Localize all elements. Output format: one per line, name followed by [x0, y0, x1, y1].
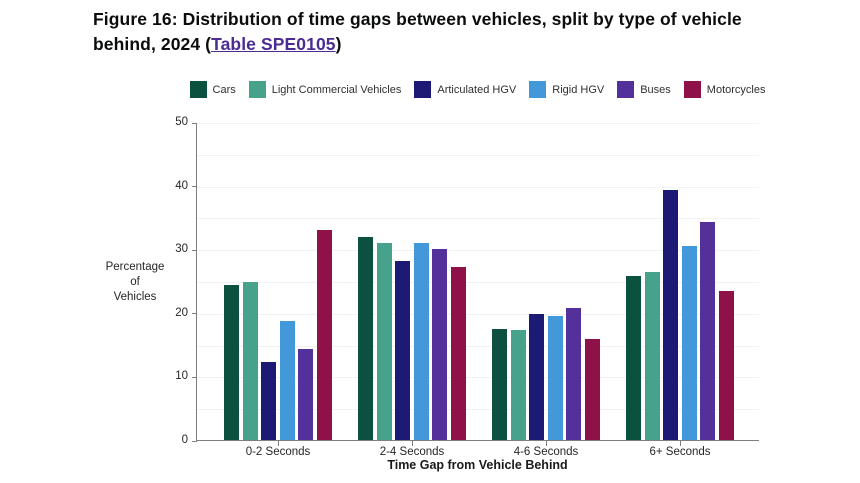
legend-item: Cars [189, 81, 236, 98]
gridline [197, 345, 759, 347]
legend-swatch [414, 81, 432, 98]
bar[interactable] [413, 242, 429, 440]
bar[interactable] [663, 189, 679, 440]
bar[interactable] [529, 314, 545, 440]
bar[interactable] [700, 221, 716, 440]
bar[interactable] [395, 260, 411, 440]
y-axis-title: Percentage of Vehicles [93, 260, 177, 305]
gridline [197, 123, 759, 124]
y-axis-tick [192, 186, 197, 188]
x-axis-tick-label: 6+ Seconds [649, 446, 711, 458]
bar[interactable] [644, 272, 660, 440]
legend-item: Rigid HGV [529, 81, 604, 98]
bar[interactable] [376, 242, 392, 440]
bar[interactable] [242, 281, 258, 440]
y-axis-tick [192, 313, 197, 315]
bar[interactable] [718, 291, 734, 440]
x-axis-title: Time Gap from Vehicle Behind [387, 458, 568, 472]
legend-label: Articulated HGV [437, 83, 517, 96]
bar-group [358, 123, 466, 440]
plot-area: 0 10 20 30 40 50 0-2 Seconds 2-4 Seconds 4-6 Sec… [175, 116, 759, 458]
bar[interactable] [681, 246, 697, 440]
x-axis-tick [546, 441, 547, 446]
bar[interactable] [450, 266, 466, 440]
table-spe0105-link[interactable]: Table SPE0105 [211, 33, 336, 54]
gridline [197, 186, 759, 188]
legend-swatch [529, 81, 547, 98]
chart-legend: Cars Light Commercial Vehicles Articulated… [189, 81, 765, 98]
legend-swatch [683, 81, 701, 98]
figure-title-suffix: ) [335, 33, 342, 54]
x-axis-tick [412, 441, 413, 446]
legend-item: Light Commercial Vehicles [248, 81, 402, 98]
y-axis-tick-label: 50 [175, 116, 188, 128]
y-axis-title-line: Vehicles [113, 291, 157, 303]
gridline [197, 218, 759, 220]
gridline [197, 282, 759, 283]
y-axis-tick [192, 249, 197, 251]
legend-item: Articulated HGV [414, 81, 516, 98]
legend-label: Rigid HGV [552, 83, 605, 96]
gridline [197, 250, 759, 252]
y-axis-tick [192, 122, 197, 124]
x-axis-tick-label: 4-6 Seconds [513, 446, 579, 458]
legend-item: Motorcycles [683, 81, 766, 98]
gridline [197, 313, 759, 315]
y-axis-title-line: Percentage [105, 261, 165, 273]
bar[interactable] [432, 248, 448, 440]
bar[interactable] [316, 230, 332, 440]
y-axis-tick-label: 20 [175, 306, 188, 319]
legend-label: Buses [640, 83, 671, 96]
legend-item: Buses [617, 81, 671, 98]
legend-label: Motorcycles [706, 83, 766, 96]
y-axis-tick [192, 440, 197, 442]
legend-label: Cars [212, 83, 236, 96]
bar[interactable] [584, 339, 600, 440]
bar[interactable] [492, 329, 507, 440]
bar[interactable] [626, 276, 641, 440]
gridline [197, 409, 759, 411]
bar-group [224, 123, 332, 440]
y-axis-tick-label: 10 [175, 370, 188, 383]
x-axis-tick [278, 441, 279, 446]
bar[interactable] [358, 236, 373, 440]
legend-swatch [617, 81, 635, 98]
bar[interactable] [547, 315, 563, 440]
legend-label: Light Commercial Vehicles [271, 83, 402, 96]
y-axis-tick-label: 40 [175, 179, 188, 192]
y-axis-title-line: of [130, 276, 140, 288]
gridline [197, 154, 759, 156]
legend-swatch [248, 81, 266, 98]
legend-swatch [189, 81, 207, 98]
y-axis-tick-label: 0 [181, 434, 188, 446]
bar-group [492, 123, 600, 440]
bar[interactable] [298, 349, 314, 440]
figure-title: Figure 16: Distribution of time gaps bet… [93, 7, 793, 56]
bar[interactable] [510, 330, 526, 440]
x-axis-tick [680, 441, 681, 446]
bar[interactable] [566, 307, 582, 440]
y-axis-tick [192, 376, 197, 378]
x-axis-tick-label: 2-4 Seconds [379, 446, 445, 458]
gridline [197, 377, 759, 379]
bar[interactable] [261, 362, 277, 440]
bar-group [626, 123, 734, 440]
bar[interactable] [279, 321, 295, 440]
x-axis-tick-label: 0-2 Seconds [245, 446, 311, 458]
bar[interactable] [224, 284, 239, 440]
y-axis-tick-label: 30 [175, 243, 188, 256]
figure-title-prefix: Figure 16: Distribution of time gaps bet… [93, 9, 742, 54]
